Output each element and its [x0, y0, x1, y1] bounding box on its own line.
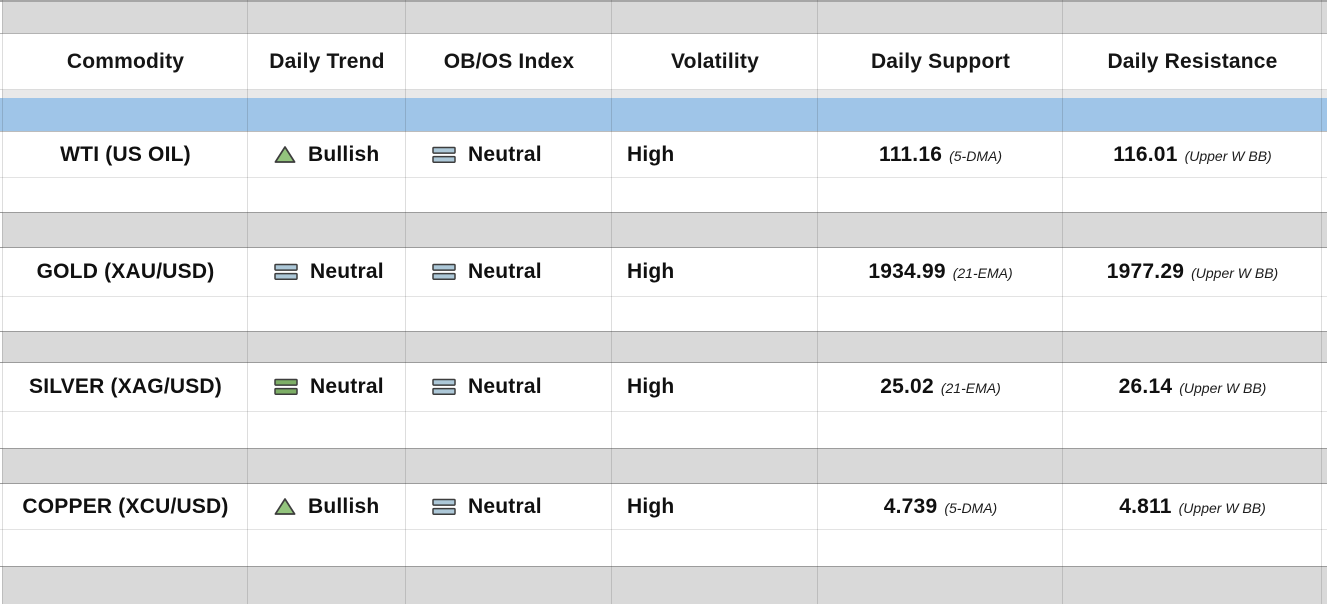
support-note: (5-DMA) [949, 147, 1002, 164]
resistance-note: (Upper W BB) [1184, 147, 1272, 164]
commodity-name: GOLD (XAU/USD) [36, 260, 215, 283]
obos-index-cell[interactable]: Neutral [406, 363, 612, 411]
daily-trend-cell[interactable]: Bullish [248, 484, 406, 529]
header-label: Commodity [66, 49, 185, 73]
frozen-row-divider [0, 90, 1327, 98]
resistance-value: 4.811 [1119, 494, 1172, 518]
header-daily-trend[interactable]: Daily Trend [248, 34, 406, 89]
header-label: Daily Resistance [1107, 49, 1278, 73]
daily-trend-cell[interactable]: Neutral [248, 248, 406, 296]
support-value: 25.02 [880, 375, 934, 398]
support-note: (5-DMA) [944, 499, 998, 516]
header-label: Daily Trend [269, 49, 385, 73]
volatility-cell[interactable]: High [612, 248, 818, 296]
resistance-value: 26.14 [1118, 375, 1173, 398]
daily-trend-label: Neutral [310, 375, 384, 398]
support-note: (21-EMA) [940, 380, 1001, 396]
obos-index-label: Neutral [468, 375, 542, 398]
daily-resistance-cell[interactable]: 116.01 (Upper W BB) [1063, 132, 1322, 177]
header-volatility[interactable]: Volatility [612, 34, 818, 89]
volatility-label: High [627, 494, 675, 518]
daily-resistance-cell[interactable]: 26.14 (Upper W BB) [1063, 363, 1322, 411]
commodity-row-copper: COPPER (XCU/USD) Bullish Neutral High 4.… [0, 484, 1327, 530]
support-value: 1934.99 [868, 260, 946, 283]
daily-support-cell[interactable]: 1934.99 (21-EMA) [818, 248, 1063, 296]
resistance-value: 1977.29 [1106, 260, 1185, 283]
resistance-value: 116.01 [1113, 142, 1178, 166]
empty-row[interactable] [0, 297, 1327, 331]
neutral-bars-icon [432, 146, 456, 163]
neutral-bars-icon [274, 378, 298, 395]
row-filler [1322, 132, 1327, 177]
commodity-name: WTI (US OIL) [60, 142, 191, 166]
spacer-row-gray [0, 0, 1327, 34]
commodity-name: SILVER (XAG/USD) [29, 375, 222, 398]
commodity-name: COPPER (XCU/USD) [22, 494, 229, 518]
row-filler [1322, 484, 1327, 529]
commodity-cell[interactable]: WTI (US OIL) [3, 132, 248, 177]
spacer-row-gray [0, 448, 1327, 484]
daily-support-cell[interactable]: 25.02 (21-EMA) [818, 363, 1063, 411]
empty-row[interactable] [0, 530, 1327, 566]
spacer-row-gray [0, 566, 1327, 604]
row-filler [1322, 248, 1327, 296]
commodity-cell[interactable]: GOLD (XAU/USD) [3, 248, 248, 296]
header-daily-resistance[interactable]: Daily Resistance [1063, 34, 1322, 89]
daily-trend-cell[interactable]: Bullish [248, 132, 406, 177]
daily-resistance-cell[interactable]: 4.811 (Upper W BB) [1063, 484, 1322, 529]
daily-support-cell[interactable]: 111.16 (5-DMA) [818, 132, 1063, 177]
bullish-triangle-icon [274, 498, 296, 515]
header-filler [1322, 34, 1327, 89]
obos-index-cell[interactable]: Neutral [406, 132, 612, 177]
obos-index-label: Neutral [468, 494, 542, 518]
volatility-label: High [627, 375, 675, 398]
volatility-label: High [627, 142, 675, 166]
commodity-cell[interactable]: SILVER (XAG/USD) [3, 363, 248, 411]
support-note: (21-EMA) [952, 265, 1013, 281]
highlight-row-blue[interactable] [0, 98, 1327, 132]
volatility-cell[interactable]: High [612, 363, 818, 411]
daily-trend-cell[interactable]: Neutral [248, 363, 406, 411]
volatility-label: High [627, 260, 675, 283]
daily-support-cell[interactable]: 4.739 (5-DMA) [818, 484, 1063, 529]
resistance-note: (Upper W BB) [1179, 380, 1267, 396]
header-row: Commodity Daily Trend OB/OS Index Volati… [0, 34, 1327, 90]
header-daily-support[interactable]: Daily Support [818, 34, 1063, 89]
commodity-cell[interactable]: COPPER (XCU/USD) [3, 484, 248, 529]
header-label: OB/OS Index [443, 49, 575, 73]
daily-trend-label: Bullish [308, 142, 380, 166]
obos-index-label: Neutral [468, 260, 542, 283]
daily-trend-label: Neutral [310, 260, 384, 283]
header-commodity[interactable]: Commodity [3, 34, 248, 89]
support-value: 4.739 [883, 494, 938, 518]
header-label: Daily Support [870, 49, 1011, 73]
volatility-cell[interactable]: High [612, 484, 818, 529]
row-filler [1322, 363, 1327, 411]
empty-row[interactable] [0, 412, 1327, 448]
daily-resistance-cell[interactable]: 1977.29 (Upper W BB) [1063, 248, 1322, 296]
neutral-bars-icon [432, 378, 456, 395]
neutral-bars-icon [432, 498, 456, 515]
support-value: 111.16 [878, 142, 943, 166]
spacer-row-gray [0, 212, 1327, 248]
resistance-note: (Upper W BB) [1191, 265, 1279, 281]
spacer-row-gray [0, 331, 1327, 363]
bullish-triangle-icon [274, 146, 296, 163]
resistance-note: (Upper W BB) [1178, 499, 1266, 516]
empty-row[interactable] [0, 178, 1327, 212]
obos-index-cell[interactable]: Neutral [406, 248, 612, 296]
commodity-row-wti: WTI (US OIL) Bullish Neutral High 111.16… [0, 132, 1327, 178]
neutral-bars-icon [432, 263, 456, 280]
neutral-bars-icon [274, 263, 298, 280]
daily-trend-label: Bullish [308, 494, 380, 518]
obos-index-cell[interactable]: Neutral [406, 484, 612, 529]
commodity-row-gold: GOLD (XAU/USD) Neutral Neutral High 1934… [0, 248, 1327, 297]
obos-index-label: Neutral [468, 142, 542, 166]
header-label: Volatility [671, 49, 759, 73]
volatility-cell[interactable]: High [612, 132, 818, 177]
commodity-row-silver: SILVER (XAG/USD) Neutral Neutral High 25… [0, 363, 1327, 412]
header-obos-index[interactable]: OB/OS Index [406, 34, 612, 89]
